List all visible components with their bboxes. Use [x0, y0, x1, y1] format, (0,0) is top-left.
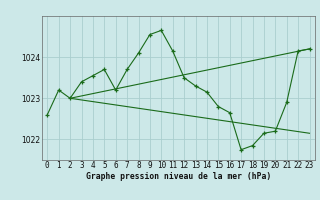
X-axis label: Graphe pression niveau de la mer (hPa): Graphe pression niveau de la mer (hPa) [86, 172, 271, 181]
